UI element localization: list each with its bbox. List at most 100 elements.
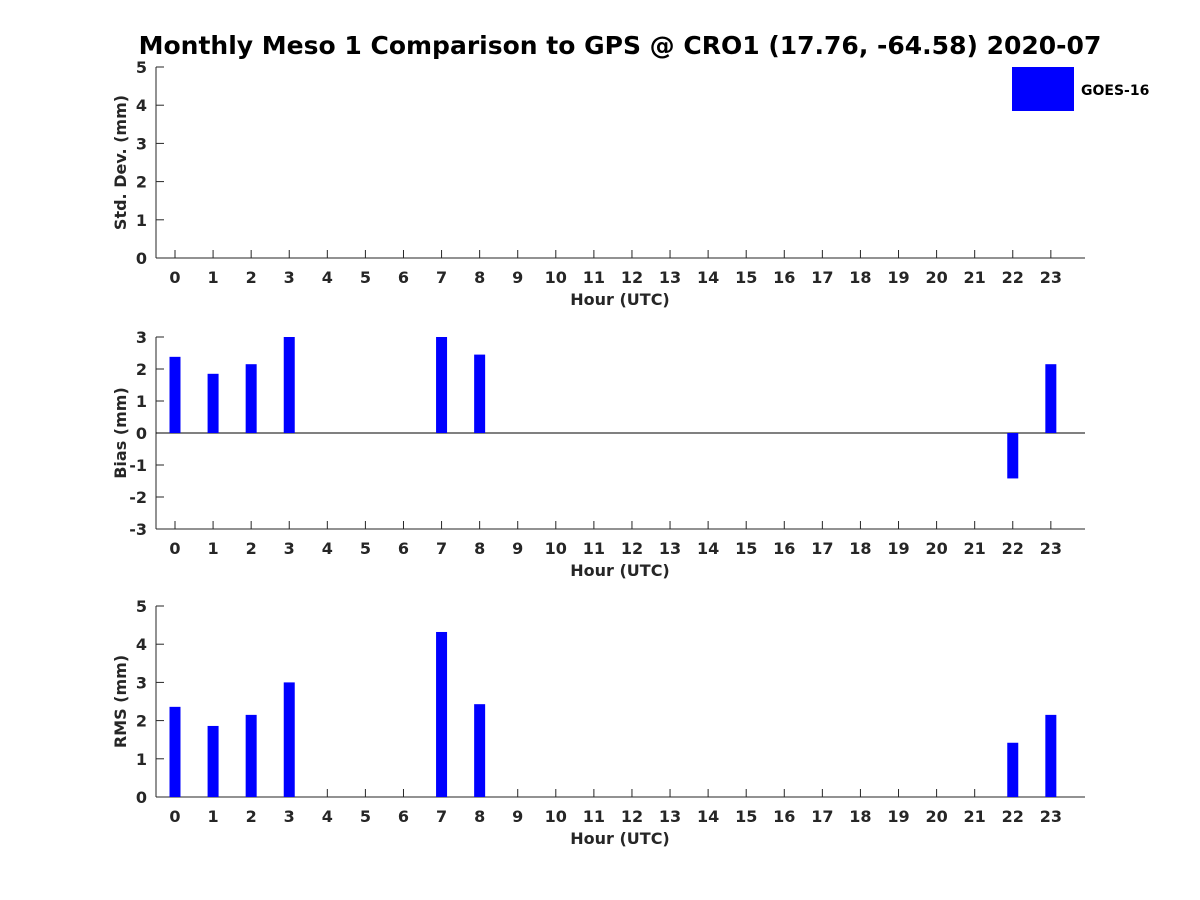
y-tick-label: 1	[136, 750, 147, 769]
x-tick-label: 18	[849, 807, 871, 826]
bar-bias-hour-7	[436, 337, 448, 433]
x-tick-label: 3	[284, 807, 295, 826]
y-tick-label: 2	[136, 712, 147, 731]
y-tick-label: 5	[136, 597, 147, 616]
x-axis-label: Hour (UTC)	[570, 829, 670, 848]
x-tick-label: 20	[925, 539, 947, 558]
x-tick-label: 20	[925, 268, 947, 287]
y-tick-label: 0	[136, 424, 147, 443]
legend-swatch-goes-16	[1012, 67, 1074, 111]
x-tick-label: 21	[964, 807, 986, 826]
legend: GOES-16	[1012, 67, 1149, 111]
bar-bias-hour-2	[245, 364, 257, 433]
x-tick-label: 1	[208, 539, 219, 558]
bar-bias-hour-8	[474, 354, 486, 433]
x-tick-label: 5	[360, 539, 371, 558]
x-tick-label: 16	[773, 539, 795, 558]
y-tick-label: 4	[136, 96, 147, 115]
y-tick-label: 0	[136, 788, 147, 807]
x-tick-label: 14	[697, 807, 719, 826]
x-tick-label: 22	[1002, 268, 1024, 287]
x-tick-label: 22	[1002, 807, 1024, 826]
y-tick-label: 2	[136, 173, 147, 192]
x-tick-label: 18	[849, 268, 871, 287]
y-tick-label: -2	[129, 488, 147, 507]
x-axis-label: Hour (UTC)	[570, 290, 670, 309]
x-tick-label: 17	[811, 268, 833, 287]
bar-bias-hour-0	[169, 356, 181, 433]
x-tick-label: 4	[322, 268, 333, 287]
x-tick-label: 17	[811, 539, 833, 558]
x-tick-label: 6	[398, 539, 409, 558]
x-tick-label: 0	[169, 268, 180, 287]
x-tick-label: 4	[322, 539, 333, 558]
y-tick-label: 1	[136, 211, 147, 230]
bar-bias-hour-22	[1007, 433, 1019, 479]
y-axis-label: RMS (mm)	[111, 655, 130, 748]
chart-title: Monthly Meso 1 Comparison to GPS @ CRO1 …	[139, 31, 1102, 60]
x-tick-label: 19	[887, 807, 909, 826]
x-tick-label: 20	[925, 807, 947, 826]
y-tick-label: 4	[136, 635, 147, 654]
y-tick-label: -1	[129, 456, 147, 475]
bar-rms-hour-7	[436, 631, 448, 797]
x-tick-label: 4	[322, 807, 333, 826]
y-tick-label: 3	[136, 134, 147, 153]
x-tick-label: 14	[697, 268, 719, 287]
x-tick-label: 2	[246, 539, 257, 558]
x-tick-label: 2	[246, 268, 257, 287]
y-tick-label: 1	[136, 392, 147, 411]
bar-rms-hour-22	[1007, 742, 1019, 797]
x-tick-label: 7	[436, 807, 447, 826]
x-tick-label: 9	[512, 539, 523, 558]
x-tick-label: 12	[621, 539, 643, 558]
x-tick-label: 12	[621, 268, 643, 287]
x-tick-label: 21	[964, 268, 986, 287]
x-tick-label: 1	[208, 807, 219, 826]
bar-rms-hour-8	[474, 704, 486, 797]
x-tick-label: 10	[545, 539, 567, 558]
bar-rms-hour-2	[245, 714, 257, 797]
x-tick-label: 8	[474, 539, 485, 558]
x-tick-label: 23	[1040, 539, 1062, 558]
x-tick-label: 9	[512, 807, 523, 826]
x-tick-label: 6	[398, 807, 409, 826]
y-axis-label: Std. Dev. (mm)	[111, 95, 130, 230]
x-tick-label: 11	[583, 268, 605, 287]
legend-label-goes-16: GOES-16	[1081, 83, 1149, 99]
x-tick-label: 5	[360, 807, 371, 826]
bar-rms-hour-3	[283, 682, 295, 797]
x-tick-label: 2	[246, 807, 257, 826]
x-tick-label: 11	[583, 539, 605, 558]
x-tick-label: 13	[659, 807, 681, 826]
x-tick-label: 15	[735, 807, 757, 826]
x-tick-label: 12	[621, 807, 643, 826]
bar-rms-hour-0	[169, 706, 181, 797]
y-tick-label: 0	[136, 249, 147, 268]
x-tick-label: 18	[849, 539, 871, 558]
bar-bias-hour-1	[207, 373, 219, 433]
bar-bias-hour-3	[283, 337, 295, 433]
x-tick-label: 13	[659, 268, 681, 287]
x-tick-label: 19	[887, 539, 909, 558]
y-tick-label: 2	[136, 360, 147, 379]
x-tick-label: 1	[208, 268, 219, 287]
y-tick-label: -3	[129, 520, 147, 539]
x-tick-label: 21	[964, 539, 986, 558]
x-tick-label: 11	[583, 807, 605, 826]
x-tick-label: 16	[773, 807, 795, 826]
x-axis-label: Hour (UTC)	[570, 561, 670, 580]
bar-rms-hour-23	[1045, 714, 1057, 797]
x-tick-label: 8	[474, 268, 485, 287]
x-tick-label: 0	[169, 807, 180, 826]
bar-rms-hour-1	[207, 725, 219, 797]
x-tick-label: 10	[545, 268, 567, 287]
x-tick-label: 19	[887, 268, 909, 287]
x-tick-label: 10	[545, 807, 567, 826]
x-tick-label: 6	[398, 268, 409, 287]
x-tick-label: 7	[436, 268, 447, 287]
x-tick-label: 9	[512, 268, 523, 287]
